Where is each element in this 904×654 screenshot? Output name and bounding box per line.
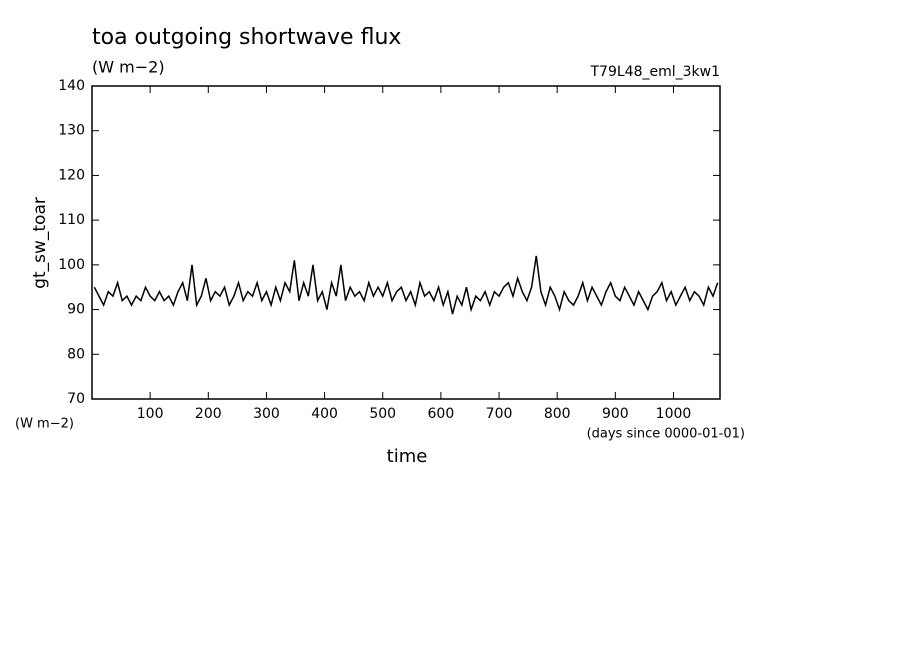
- y-tick-label: 80: [67, 346, 85, 362]
- y-axis-label: gt_sw_toar: [30, 197, 50, 289]
- x-tick-label: 500: [369, 406, 396, 422]
- y-tick-label: 110: [58, 212, 85, 228]
- x-tick-label: 700: [486, 406, 513, 422]
- experiment-label: T79L48_eml_3kw1: [590, 64, 721, 80]
- plot-frame: [91, 85, 721, 400]
- x-tick-label: 300: [253, 406, 280, 422]
- chart-title: toa outgoing shortwave flux: [92, 25, 401, 50]
- y-tick-label: 90: [67, 302, 85, 318]
- x-unit: (days since 0000-01-01): [587, 427, 745, 442]
- y-unit: (W m−2): [15, 417, 74, 432]
- subtitle: (W m−2): [92, 58, 165, 77]
- x-tick-label: 400: [311, 406, 338, 422]
- y-tick-label: 100: [58, 257, 85, 273]
- x-tick-label: 100: [137, 406, 164, 422]
- x-tick-label: 1000: [656, 406, 692, 422]
- y-tick-label: 130: [58, 123, 85, 139]
- x-axis-label: time: [387, 446, 428, 467]
- data-line: [93, 255, 719, 315]
- y-tick-label: 70: [67, 391, 85, 407]
- y-tick-label: 120: [58, 167, 85, 183]
- x-tick-label: 900: [602, 406, 629, 422]
- x-tick-label: 800: [544, 406, 571, 422]
- x-tick-label: 600: [428, 406, 455, 422]
- y-tick-label: 140: [58, 78, 85, 94]
- x-tick-label: 200: [195, 406, 222, 422]
